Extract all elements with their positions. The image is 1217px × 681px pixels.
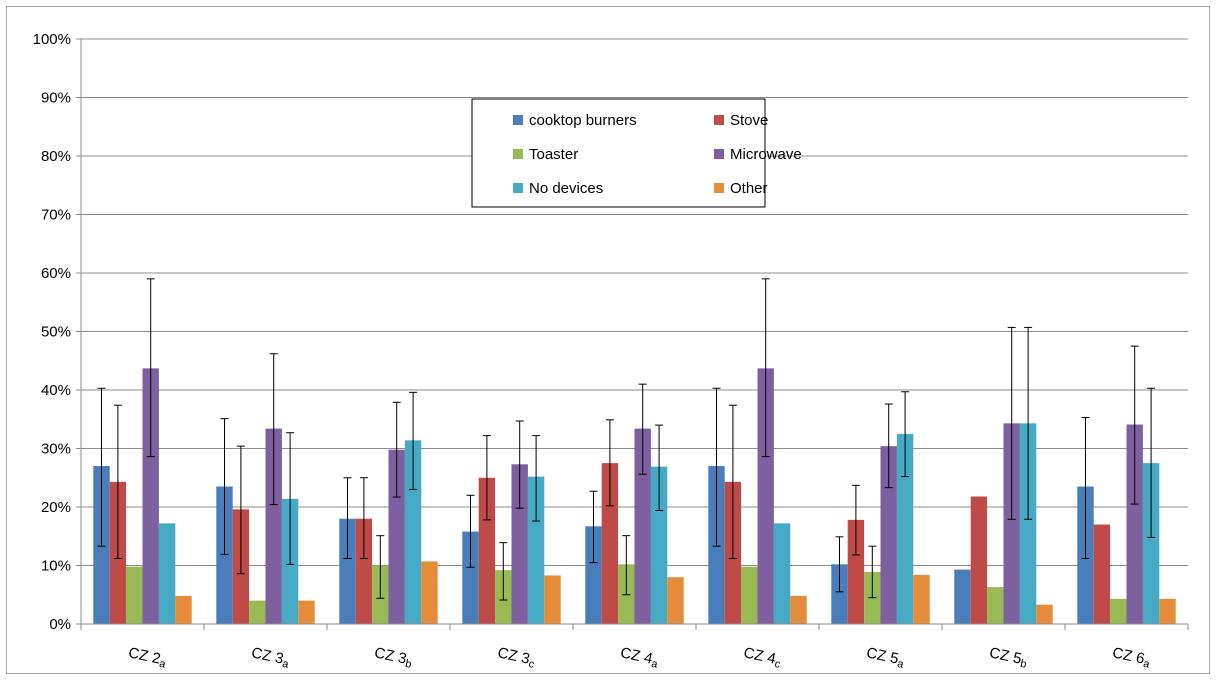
y-tick-label: 50% <box>41 324 71 341</box>
bar <box>585 526 602 624</box>
legend-label: Microwave <box>730 146 802 163</box>
bar <box>249 600 266 624</box>
bar <box>1036 604 1053 624</box>
x-category-label: CZ 4c <box>742 644 784 671</box>
bar <box>831 564 848 624</box>
legend-label: cooktop burners <box>529 112 637 129</box>
bar <box>355 518 373 624</box>
bar <box>388 449 405 624</box>
bar <box>913 574 930 624</box>
y-tick-label: 0% <box>49 616 71 633</box>
bar <box>421 561 438 624</box>
bar <box>650 466 668 624</box>
bar <box>954 569 971 624</box>
bar <box>1019 423 1037 624</box>
y-tick-label: 20% <box>41 499 71 516</box>
bar <box>880 446 897 624</box>
y-tick-label: 40% <box>41 382 71 399</box>
x-category-label: CZ 3c <box>496 644 538 671</box>
bar <box>175 595 192 624</box>
y-tick-label: 60% <box>41 265 71 282</box>
axis-layer <box>76 38 1189 630</box>
bar <box>1159 598 1176 624</box>
bar <box>511 464 528 624</box>
bar <box>158 523 176 624</box>
bar <box>404 440 422 624</box>
legend-swatch <box>714 115 724 125</box>
y-tick-label: 30% <box>41 441 71 458</box>
bar <box>987 587 1004 624</box>
bar <box>265 428 282 624</box>
bar <box>462 531 479 624</box>
y-tick-label: 90% <box>41 90 71 107</box>
legend-swatch <box>714 149 724 159</box>
bar <box>970 496 988 624</box>
y-tick-label: 70% <box>41 207 71 224</box>
legend-swatch <box>714 183 724 193</box>
x-category-label: CZ 3b <box>372 644 414 671</box>
legend-swatch <box>513 183 523 193</box>
bar <box>1142 463 1160 624</box>
bar <box>478 477 496 624</box>
bar <box>298 600 315 624</box>
bar <box>544 575 561 624</box>
bar <box>847 519 865 624</box>
bar <box>601 463 619 624</box>
x-category-label: CZ 5b <box>987 644 1029 671</box>
bar <box>773 523 791 624</box>
bar <box>757 368 774 624</box>
bar <box>216 486 233 624</box>
x-category-label: CZ 6a <box>1110 644 1153 671</box>
x-category-label: CZ 5a <box>864 644 907 671</box>
bar <box>1093 524 1111 624</box>
label-layer: 0% 10% 20% 30% 40% 50% 60% 70% 80% 90% 100% CZ 2a CZ… <box>33 31 1153 671</box>
bar <box>1126 424 1143 624</box>
bar <box>741 566 758 624</box>
x-category-label: CZ 4a <box>618 644 661 671</box>
bar <box>634 428 651 624</box>
legend-swatch <box>513 115 523 125</box>
y-tick-label: 10% <box>41 558 71 575</box>
bar <box>527 476 545 624</box>
x-category-label: CZ 2a <box>126 644 169 671</box>
bar <box>1003 423 1020 624</box>
legend-label: Other <box>730 180 768 197</box>
legend: cooktop burners Stove Toaster Microwave No d… <box>471 98 802 208</box>
bar <box>142 368 159 624</box>
bar-layer <box>93 368 1176 624</box>
legend-label: Toaster <box>529 146 578 163</box>
bar <box>667 577 684 624</box>
legend-swatch <box>513 149 523 159</box>
bar <box>126 566 143 624</box>
legend-label: No devices <box>529 180 603 197</box>
bar <box>1110 598 1127 624</box>
y-tick-label: 100% <box>33 31 71 48</box>
y-tick-label: 80% <box>41 148 71 165</box>
error-bar-layer <box>97 278 1156 601</box>
bar <box>896 433 914 624</box>
bar <box>790 595 807 624</box>
x-category-label: CZ 3a <box>249 644 292 671</box>
legend-label: Stove <box>730 112 768 129</box>
bar <box>339 518 356 624</box>
